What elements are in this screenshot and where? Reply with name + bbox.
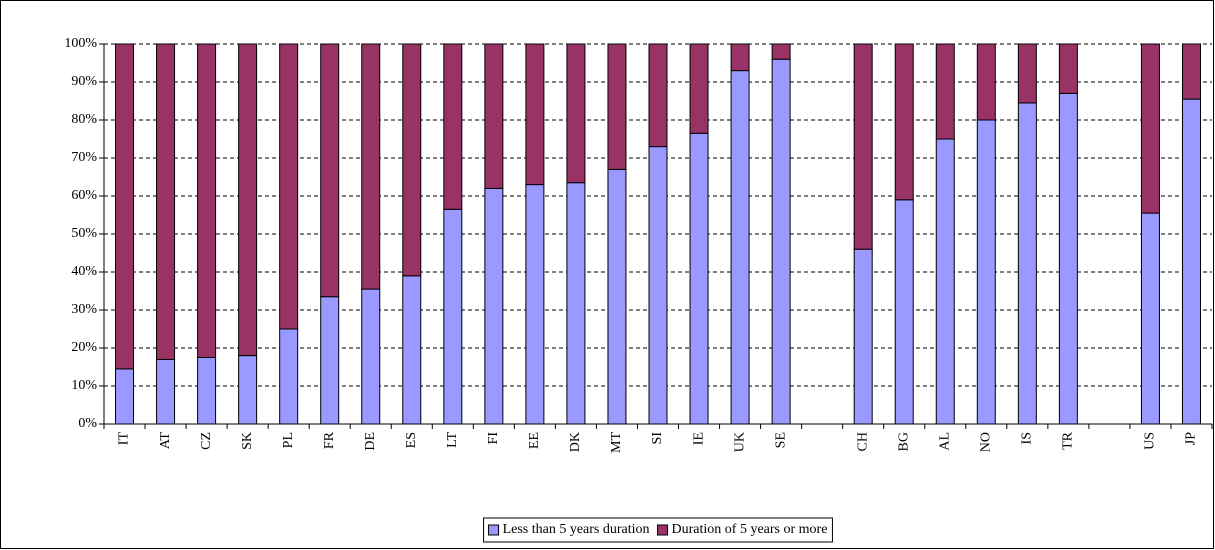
bar-segment bbox=[402, 275, 422, 425]
bar-segment bbox=[1140, 43, 1160, 214]
bar-segment bbox=[361, 43, 381, 290]
bar-segment bbox=[525, 43, 545, 186]
x-tick-label: FI bbox=[486, 432, 501, 445]
x-tick-label: IE bbox=[691, 432, 706, 445]
bar-segment bbox=[238, 355, 258, 425]
x-tick-label: LT bbox=[445, 432, 460, 448]
x-tick-label: BG bbox=[896, 432, 911, 451]
y-tick-label: 0% bbox=[78, 416, 97, 431]
bar-segment bbox=[156, 358, 176, 425]
bar-segment bbox=[115, 43, 135, 370]
bar-segment bbox=[935, 138, 955, 425]
x-tick-label: AT bbox=[158, 432, 173, 450]
y-tick-label: 100% bbox=[64, 36, 97, 51]
bar-segment bbox=[607, 168, 627, 425]
bar-segment bbox=[730, 43, 750, 72]
bar-segment bbox=[238, 43, 258, 357]
x-tick-label: ES bbox=[404, 432, 419, 448]
x-tick-label: NO bbox=[979, 432, 994, 452]
y-tick-label: 30% bbox=[71, 302, 97, 317]
bar-segment bbox=[853, 248, 873, 425]
bar-segment bbox=[730, 70, 750, 425]
bar-segment bbox=[197, 357, 217, 425]
x-tick-label: TR bbox=[1061, 431, 1076, 450]
bar-segment bbox=[976, 43, 996, 121]
bar-segment bbox=[689, 43, 709, 134]
x-tick-label: UK bbox=[732, 432, 747, 452]
bar-segment bbox=[320, 43, 340, 298]
y-tick-label: 70% bbox=[71, 150, 97, 165]
legend-swatch bbox=[657, 524, 669, 536]
bar-segment bbox=[771, 43, 791, 60]
x-tick-label: JP bbox=[1184, 432, 1199, 445]
legend: Less than 5 years duration Duration of 5 … bbox=[483, 517, 833, 543]
y-tick-label: 40% bbox=[71, 264, 97, 279]
y-tick-label: 90% bbox=[71, 74, 97, 89]
bar-segment bbox=[1058, 92, 1078, 425]
y-tick-label: 20% bbox=[71, 340, 97, 355]
bar-segment bbox=[156, 43, 176, 360]
bar-segment bbox=[484, 187, 504, 425]
bar-segment bbox=[894, 199, 914, 425]
bar-segment bbox=[648, 146, 668, 425]
bar-segment bbox=[1181, 98, 1201, 425]
x-tick-label: IT bbox=[117, 432, 132, 446]
bar-segment bbox=[484, 43, 504, 189]
bar-segment bbox=[894, 43, 914, 201]
x-tick-label: AL bbox=[937, 432, 952, 451]
x-tick-label: US bbox=[1143, 432, 1158, 450]
bar-segment bbox=[402, 43, 422, 277]
x-tick-label: DK bbox=[568, 432, 583, 452]
x-tick-label: SK bbox=[240, 432, 255, 450]
bar-segment bbox=[115, 368, 135, 425]
bar-segment bbox=[1017, 43, 1037, 104]
x-tick-label: SI bbox=[650, 432, 665, 445]
bar-segment bbox=[771, 58, 791, 425]
bar-segment bbox=[566, 43, 586, 184]
bar-segment bbox=[1181, 43, 1201, 100]
bar-segment bbox=[648, 43, 668, 148]
bar-segment bbox=[443, 43, 463, 210]
legend-label: Less than 5 years duration bbox=[503, 522, 650, 537]
x-tick-label: FR bbox=[322, 431, 337, 449]
bar-segment bbox=[197, 43, 217, 358]
x-tick-label: DE bbox=[363, 432, 378, 451]
bar-segment bbox=[976, 119, 996, 425]
bar-segment bbox=[689, 132, 709, 425]
bar-segment bbox=[320, 296, 340, 425]
bar-segment bbox=[443, 208, 463, 425]
bar-segment bbox=[853, 43, 873, 250]
bar-segment bbox=[1140, 212, 1160, 425]
x-tick-label: CZ bbox=[199, 432, 214, 450]
x-tick-label: SE bbox=[773, 432, 788, 448]
bar-segment bbox=[607, 43, 627, 170]
y-tick-label: 80% bbox=[71, 112, 97, 127]
y-tick-label: 50% bbox=[71, 226, 97, 241]
y-tick-label: 60% bbox=[71, 188, 97, 203]
bar-segment bbox=[1017, 102, 1037, 425]
bar-segment bbox=[935, 43, 955, 140]
x-tick-label: EE bbox=[527, 432, 542, 449]
bar-segment bbox=[279, 328, 299, 425]
bar-segment bbox=[525, 184, 545, 425]
x-tick-label: CH bbox=[855, 432, 870, 451]
bar-segment bbox=[279, 43, 299, 330]
x-tick-label: MT bbox=[609, 432, 624, 453]
bar-segment bbox=[361, 288, 381, 425]
legend-label: Duration of 5 years or more bbox=[672, 522, 828, 537]
legend-swatch bbox=[488, 524, 500, 536]
bar-segment bbox=[1058, 43, 1078, 94]
y-tick-label: 10% bbox=[71, 378, 97, 393]
x-tick-label: PL bbox=[281, 432, 296, 448]
x-tick-label: IS bbox=[1020, 432, 1035, 444]
bar-segment bbox=[566, 182, 586, 425]
